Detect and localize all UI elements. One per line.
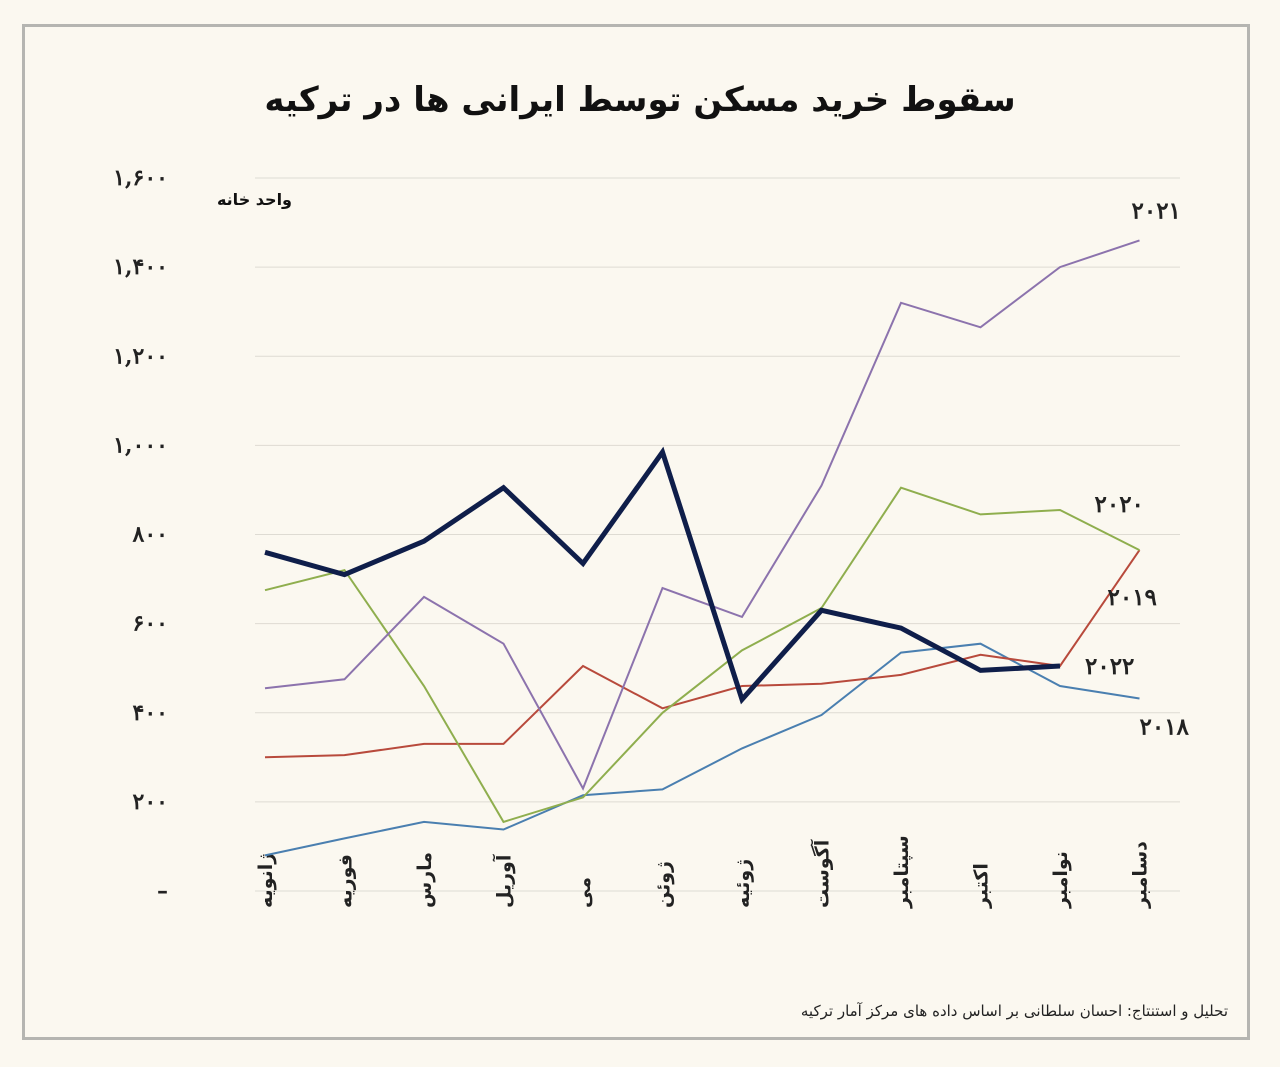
y-tick-label: ۲۰۰ [133, 789, 168, 815]
x-tick-label: ژانویه [255, 853, 277, 908]
series-label: ۲۰۲۲ [1085, 653, 1134, 680]
x-tick-label: اکتبر [971, 863, 993, 909]
x-tick-label: ژوئیه [732, 859, 754, 908]
x-tick-label: آوریل [492, 854, 516, 908]
y-tick-label: ۸۰۰ [132, 522, 168, 548]
x-tick-label: آگوست [810, 839, 834, 908]
x-tick-label: می [573, 877, 595, 908]
series-line-۲۰۲۲ [264, 446, 1061, 705]
y-tick-label: ۶۰۰ [133, 611, 168, 637]
y-tick-label: ۱,۴۰۰ [113, 254, 168, 280]
y-tick-labels: – ۲۰۰ ۴۰۰ ۶۰۰ ۸۰۰ ۱,۰۰۰ ۱,۲۰۰ ۱,۴۰۰ ۱,۶۰۰ [113, 165, 168, 904]
series-line-۲۰۱۹ [264, 549, 1141, 759]
series-label: ۲۰۲۰ [1095, 491, 1144, 518]
x-tick-label: دسامبر [1130, 841, 1152, 909]
series-label: ۲۰۱۸ [1140, 713, 1190, 740]
x-tick-label: ژوئن [653, 861, 675, 908]
y-tick-label: – [157, 878, 168, 904]
series-labels: ۲۰۱۸ ۲۰۱۹ ۲۰۲۰ ۲۰۲۱ ۲۰۲۲ [1085, 197, 1190, 740]
y-tick-label: ۴۰۰ [133, 700, 168, 726]
x-tick-label: مارس [414, 852, 436, 908]
source-credit: تحلیل و استنتاج: احسان سلطانی بر اساس دا… [800, 1002, 1228, 1020]
series-line-۲۰۲۰ [264, 486, 1140, 824]
y-tick-label: ۱,۲۰۰ [113, 343, 168, 369]
series-label: ۲۰۲۱ [1132, 197, 1181, 224]
series-line-۲۰۱۸ [264, 642, 1140, 857]
series-line-۲۰۲۱ [264, 239, 1140, 791]
x-tick-label: فوریه [335, 854, 357, 908]
x-tick-label: نوامبر [1050, 851, 1072, 909]
series-lines [264, 239, 1141, 857]
series-label: ۲۰۱۹ [1108, 584, 1157, 611]
gridlines [255, 177, 1180, 892]
chart-frame [22, 24, 1250, 1040]
y-tick-label: ۱,۶۰۰ [113, 165, 168, 191]
x-tick-labels: ژانویه فوریه مارس آوریل می ژوئن ژوئیه آگوست سپتا… [255, 835, 1152, 909]
y-tick-label: ۱,۰۰۰ [113, 432, 168, 458]
chart-title: سقوط خرید مسکن توسط ایرانی ها در ترکیه [264, 80, 1016, 120]
y-axis-label: واحد خانه [217, 190, 292, 209]
x-tick-label: سپتامبر [891, 835, 913, 909]
